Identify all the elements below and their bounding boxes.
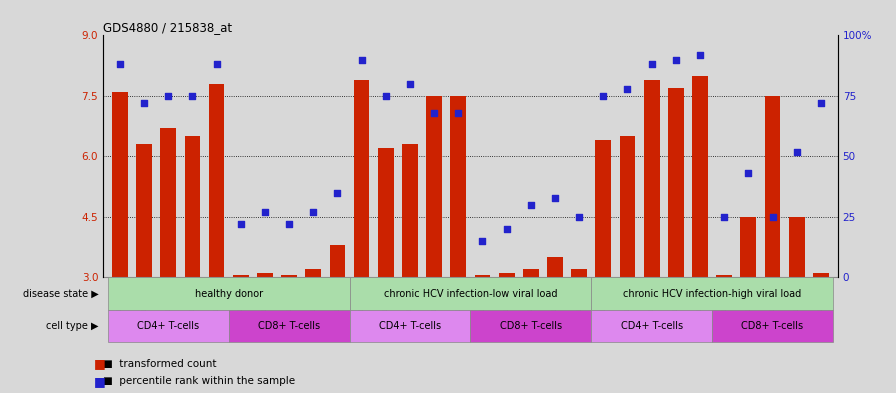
Point — [331, 189, 345, 196]
Point — [161, 93, 176, 99]
Text: ■  percentile rank within the sample: ■ percentile rank within the sample — [103, 376, 295, 386]
Point — [210, 61, 224, 68]
Bar — [228, 310, 349, 342]
Bar — [281, 275, 297, 277]
Point — [137, 100, 151, 106]
Point — [765, 214, 780, 220]
Bar — [523, 269, 538, 277]
Bar — [108, 277, 349, 310]
Point — [234, 221, 248, 227]
Bar — [185, 136, 201, 277]
Bar — [470, 310, 591, 342]
Bar — [716, 275, 732, 277]
Bar — [813, 274, 829, 277]
Text: chronic HCV infection-low viral load: chronic HCV infection-low viral load — [383, 288, 557, 299]
Point — [693, 51, 707, 58]
Point — [475, 238, 489, 244]
Bar — [572, 269, 587, 277]
Bar — [136, 144, 152, 277]
Point — [427, 110, 442, 116]
Bar — [547, 257, 563, 277]
Bar — [402, 144, 418, 277]
Point — [403, 81, 418, 87]
Point — [644, 61, 659, 68]
Point — [620, 86, 634, 92]
Bar — [620, 136, 635, 277]
Text: CD4+ T-cells: CD4+ T-cells — [137, 321, 199, 331]
Point — [282, 221, 297, 227]
Point — [379, 93, 393, 99]
Bar — [692, 76, 708, 277]
Bar — [499, 274, 514, 277]
Text: CD8+ T-cells: CD8+ T-cells — [742, 321, 804, 331]
Bar — [112, 92, 128, 277]
Bar — [591, 310, 712, 342]
Bar — [740, 217, 756, 277]
Point — [596, 93, 610, 99]
Bar — [108, 310, 228, 342]
Point — [668, 57, 683, 63]
Bar — [668, 88, 684, 277]
Point — [452, 110, 466, 116]
Text: CD4+ T-cells: CD4+ T-cells — [621, 321, 683, 331]
Bar — [591, 277, 833, 310]
Point — [717, 214, 731, 220]
Text: CD8+ T-cells: CD8+ T-cells — [500, 321, 562, 331]
Bar — [712, 310, 833, 342]
Bar — [160, 128, 177, 277]
Bar — [788, 217, 805, 277]
Bar — [257, 274, 272, 277]
Point — [258, 209, 272, 215]
Point — [741, 170, 755, 176]
Point — [185, 93, 200, 99]
Bar — [306, 269, 321, 277]
Text: healthy donor: healthy donor — [194, 288, 263, 299]
Point — [499, 226, 513, 232]
Text: ■: ■ — [94, 357, 106, 370]
Bar — [233, 275, 249, 277]
Point — [572, 214, 586, 220]
Bar — [330, 245, 345, 277]
Bar — [426, 96, 442, 277]
Bar — [209, 84, 225, 277]
Bar — [354, 80, 369, 277]
Point — [789, 149, 804, 155]
Point — [814, 100, 828, 106]
Bar — [349, 277, 591, 310]
Point — [547, 195, 562, 201]
Point — [355, 57, 369, 63]
Text: ■: ■ — [94, 375, 106, 388]
Text: chronic HCV infection-high viral load: chronic HCV infection-high viral load — [623, 288, 801, 299]
Point — [306, 209, 321, 215]
Text: cell type ▶: cell type ▶ — [46, 321, 99, 331]
Text: disease state ▶: disease state ▶ — [22, 288, 99, 299]
Bar — [764, 96, 780, 277]
Bar — [349, 310, 470, 342]
Point — [523, 202, 538, 208]
Text: CD8+ T-cells: CD8+ T-cells — [258, 321, 320, 331]
Text: CD4+ T-cells: CD4+ T-cells — [379, 321, 441, 331]
Bar — [451, 96, 466, 277]
Text: GDS4880 / 215838_at: GDS4880 / 215838_at — [103, 21, 232, 34]
Bar — [475, 275, 490, 277]
Bar — [644, 80, 659, 277]
Bar — [596, 140, 611, 277]
Text: ■  transformed count: ■ transformed count — [103, 358, 217, 369]
Point — [113, 61, 127, 68]
Bar — [378, 148, 393, 277]
